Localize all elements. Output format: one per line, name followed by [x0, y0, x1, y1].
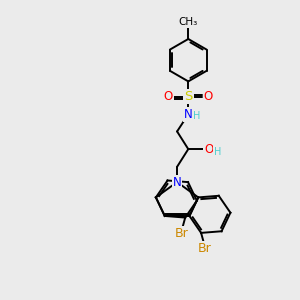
Text: CH₃: CH₃: [179, 17, 198, 27]
Text: O: O: [204, 90, 213, 103]
Text: H: H: [193, 111, 200, 121]
Text: S: S: [184, 90, 193, 103]
Text: N: N: [184, 108, 193, 121]
Text: Br: Br: [198, 242, 212, 255]
Text: O: O: [164, 90, 173, 103]
Text: Br: Br: [175, 227, 188, 240]
Text: O: O: [204, 142, 214, 156]
Text: H: H: [214, 147, 221, 157]
Text: N: N: [173, 176, 182, 189]
